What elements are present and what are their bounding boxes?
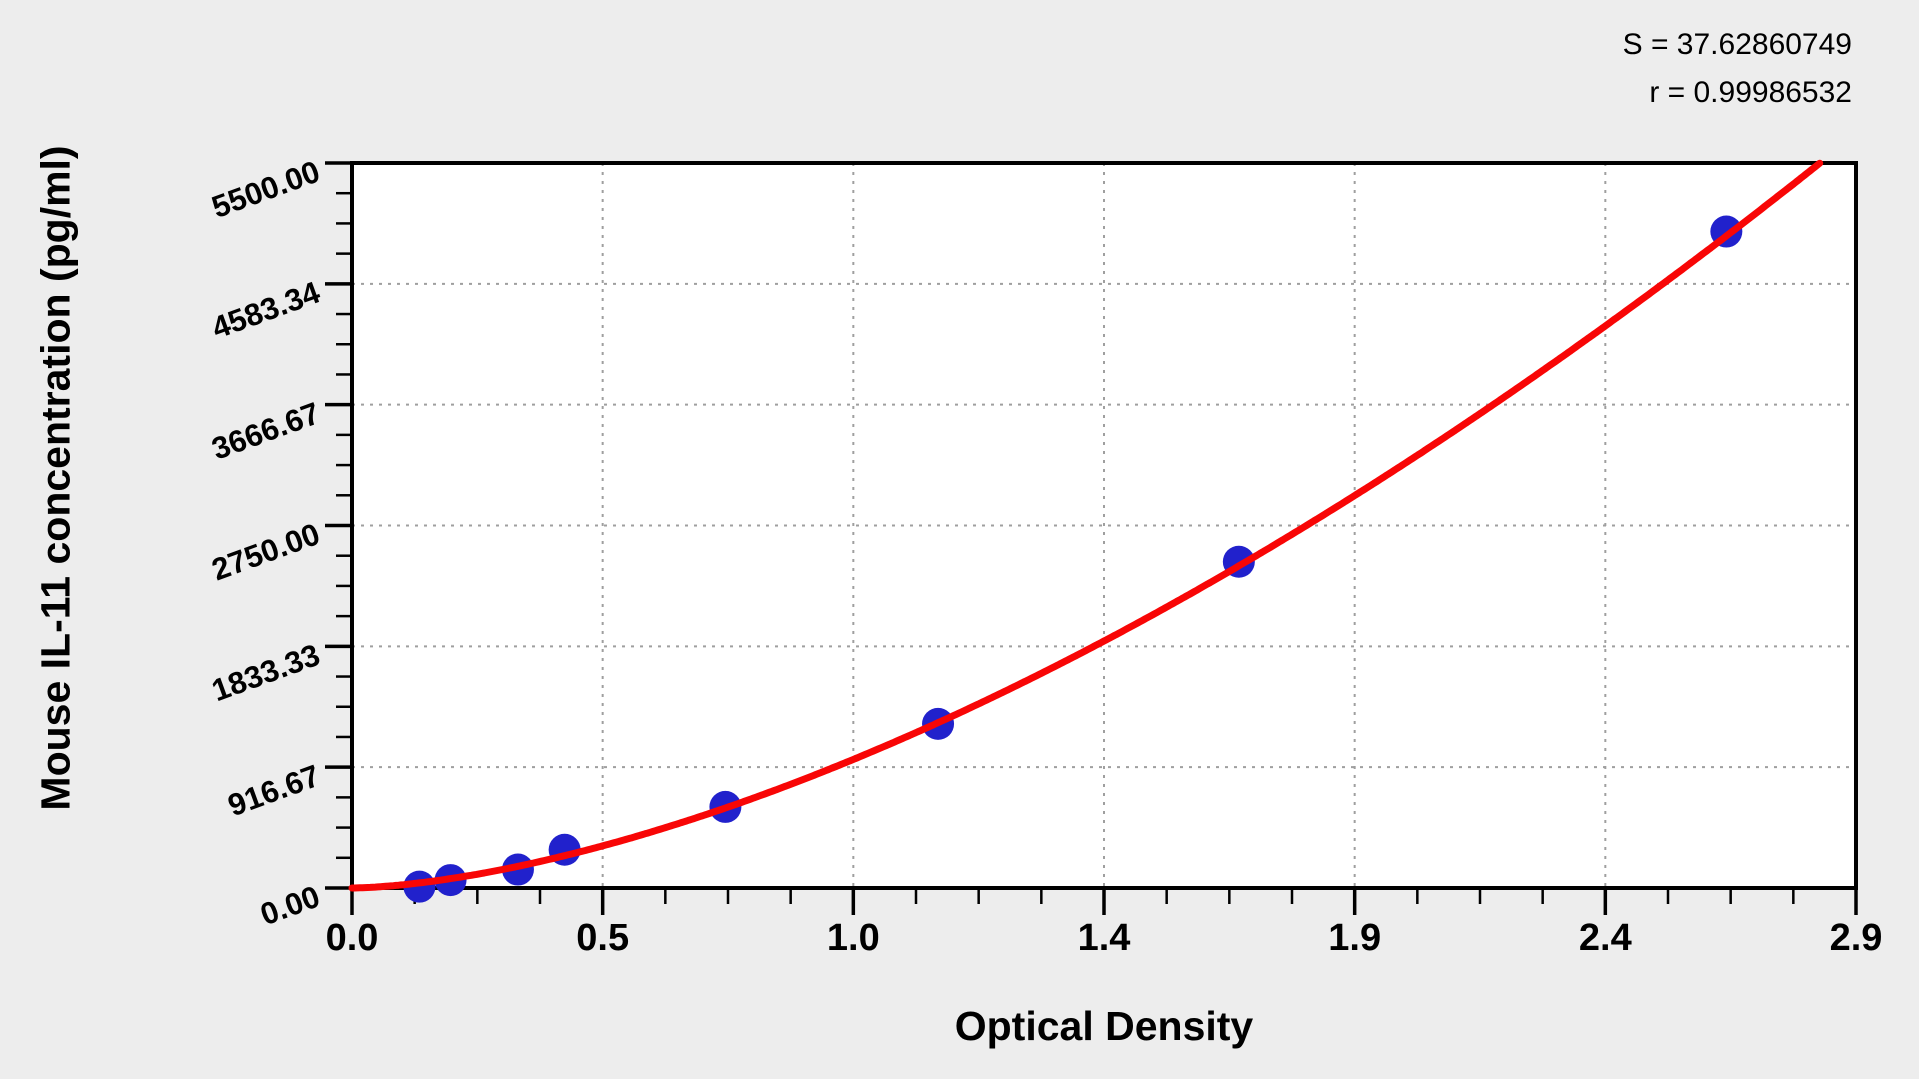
x-tick-label: 0.0: [326, 917, 379, 959]
y-tick-label: 916.67: [223, 758, 324, 823]
x-tick-label: 2.9: [1830, 917, 1883, 959]
y-axis-title: Mouse IL-11 concentration (pg/ml): [32, 145, 79, 811]
fit-annotation-s: S = 37.62860749: [1622, 28, 1852, 61]
y-tick-label: 1833.33: [207, 637, 324, 708]
x-axis-title: Optical Density: [954, 1003, 1254, 1049]
y-tick-label: 4583.34: [207, 274, 325, 345]
standard-curve: [348, 159, 1824, 892]
x-tick-label: 1.0: [827, 917, 880, 959]
x-tick-label: 1.4: [1078, 917, 1131, 959]
x-tick-label: 2.4: [1579, 917, 1632, 959]
y-tick-label: 3666.67: [207, 395, 324, 466]
x-tick-label: 1.9: [1328, 917, 1381, 959]
plot-frame: [350, 161, 1858, 890]
y-tick-label: 2750.00: [207, 516, 324, 587]
x-tick-label: 0.5: [576, 917, 629, 959]
fit-annotation-r: r = 0.99986532: [1649, 76, 1852, 109]
y-tick-label: 0.00: [256, 879, 325, 933]
y-tick-label: 5500.00: [207, 154, 324, 225]
